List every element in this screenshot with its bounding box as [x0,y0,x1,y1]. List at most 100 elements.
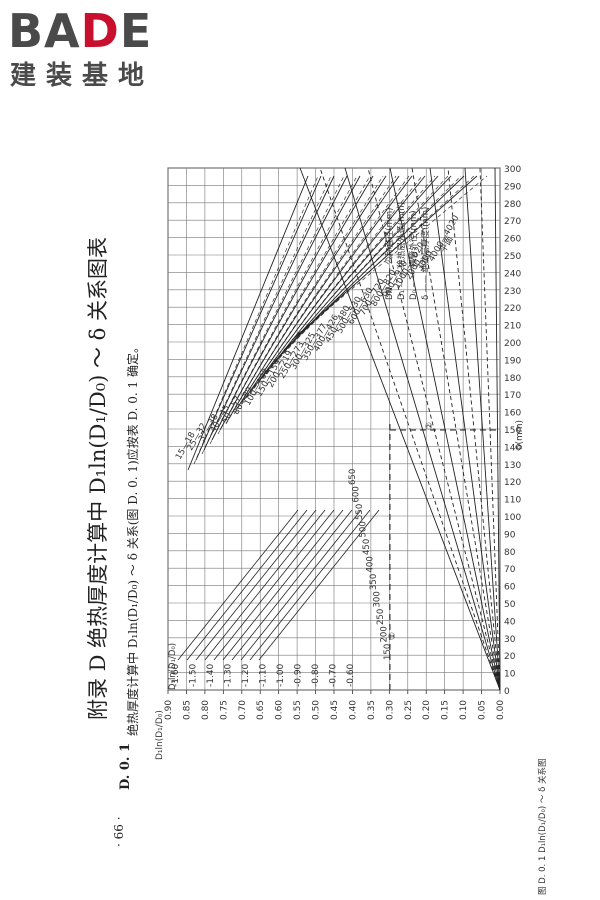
dn-curve [291,175,478,341]
inner-axis-tick-label: -0.60 [346,663,356,687]
delta-axis-tick-label: 80 [504,548,516,558]
delta-axis-tick-label: 50 [504,600,516,610]
legend-entry: D₁ —— 绝热层外径(mm) [396,202,407,300]
dn-curve [195,175,322,461]
dn-curve [203,175,335,451]
legend-entry: D₀ —— 裸管外径(mm) [408,210,419,300]
delta-axis-tick-label: 180 [504,374,521,384]
dn-curve [219,175,361,431]
fan-line [447,167,501,691]
dn-curve [251,175,413,391]
delta-axis-tick-label: 190 [504,356,521,366]
logo-wordmark: BADE [8,4,153,58]
delta-axis-tick-label: 100 [504,513,521,523]
inset-tick-label: 250 [376,609,386,625]
delta-axis-tick-label: 280 [504,200,521,210]
inset-tick-label: 600 [352,486,362,502]
dn-curve-lower [195,509,317,661]
delta-axis-tick-label: 110 [504,496,521,506]
fan-line [464,167,501,691]
inner-axis-tick-label: -1.00 [276,663,286,687]
delta-axis-tick-label: 270 [504,217,521,227]
figure-caption: 图 D. 0. 1 D₁ln(D₁/D₀) ～ δ 关系图 [537,759,548,895]
fan-line [299,167,501,691]
delta-axis-tick-label: 20 [504,652,516,662]
inner-axis-tick-label: -0.70 [329,663,339,687]
left-axis-tick-label: 0.05 [478,700,488,720]
dn-curve-lower [258,509,380,661]
left-axis-tick-label: 0.30 [385,700,395,720]
delta-axis-tick-label: 260 [504,235,521,245]
delta-axis-tick-label: 10 [504,670,516,680]
inset-tick-label: 550 [355,504,365,520]
dn-curve [243,175,400,401]
dn-curve-lower [213,509,335,661]
dn-curve-lower [204,509,326,661]
legend-entry: δ —— 绝热层厚度(mm) [420,207,431,300]
delta-axis-tick-label: 90 [504,530,516,540]
left-axis-tick-label: 0.75 [219,700,229,720]
bade-logo: BADE 建装基地 [8,6,183,96]
fan-line [494,167,501,691]
dn-curve-dashed [193,175,319,465]
dn-curve [187,175,309,471]
inset-tick-label: 300 [373,591,383,607]
dn-curve-lower [186,509,308,661]
left-axis-tick-label: 0.65 [256,700,266,720]
inner-axis-tick-label: -1.20 [241,663,251,687]
left-axis-tick-label: 0.50 [312,700,322,720]
delta-axis-tick-label: 0 [504,687,510,697]
marker-1: ① [388,632,398,640]
dn-curve-lower [231,509,353,661]
delta-axis-tick-label: 290 [504,182,521,192]
fan-line [429,167,501,691]
delta-axis-tick-label: 60 [504,583,516,593]
left-axis-tick-label: 0.10 [459,700,469,720]
left-axis-tick-label: 0.15 [441,700,451,720]
fan-line [411,167,501,691]
dn-curve-dashed [201,175,332,455]
inner-axis-header: D₁ln(D₁/D₀) [168,643,178,690]
left-axis-tick-label: 0.60 [275,700,285,720]
inner-axis-tick-label: -1.10 [259,663,269,687]
chart-grid [167,167,501,694]
delta-axis-tick-label: 30 [504,635,516,645]
inner-axis-tick-label: -1.50 [189,663,199,687]
delta-axis-tick-label: 240 [504,269,521,279]
dn-curve [235,175,387,411]
delta-axis-tick-label: 250 [504,252,521,262]
fan-line [389,167,501,691]
left-axis-tick-label: 0.85 [182,700,192,720]
delta-axis-tick-label: 160 [504,409,521,419]
left-axis-tick-label: 0.90 [164,700,174,720]
inner-axis-tick-label: -1.60 [171,663,181,687]
chart-curves [177,167,501,691]
delta-axis-tick-label: 140 [504,443,521,453]
delta-axis-tick-label: 70 [504,565,516,575]
dn-curve-lower [240,509,362,661]
fan-line [344,167,501,691]
marker-2: ② [425,422,435,430]
left-axis-tick-label: 0.45 [330,700,340,720]
dn-curve [227,175,374,421]
dn-curve-dashed [225,175,371,425]
delta-axis-tick-label: 200 [504,339,521,349]
legend-entry: DN —— 公称直径(mm) [384,207,395,300]
left-axis-tick-label: 0.25 [404,700,414,720]
inset-tick-label: 400 [366,556,376,572]
logo-subtitle: 建装基地 [10,61,155,91]
dn-curve [211,175,348,441]
left-axis-tick-label: 0.20 [422,700,432,720]
left-axis-tick-label: 0.80 [201,700,211,720]
inset-tick-label: 500 [359,521,369,537]
inner-axis-tick-label: -1.30 [224,663,234,687]
delta-axis-tick-label: 40 [504,617,516,627]
delta-axis-tick-label: 220 [504,304,521,314]
dn-curve-lower [249,509,371,661]
left-axis-tick-label: 0.55 [293,700,303,720]
inset-tick-label: 150 [383,644,393,660]
fan-line [319,167,501,691]
fan-line [367,167,501,691]
delta-axis-tick-label: 300 [504,165,521,175]
